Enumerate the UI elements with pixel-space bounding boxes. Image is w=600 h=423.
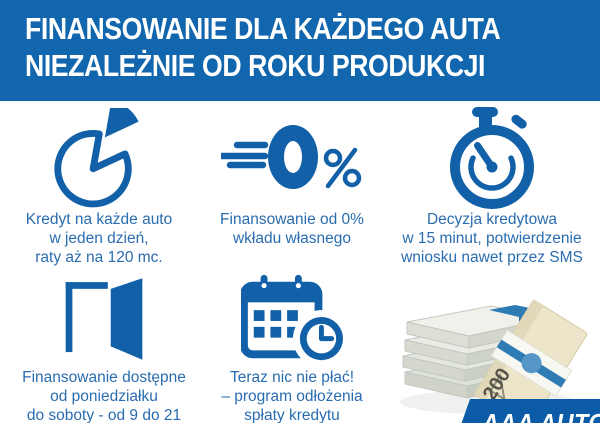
feature-credit-decision: Decyzja kredytowa w 15 minut, potwierdze… bbox=[392, 104, 592, 267]
feature-credit-every-car: Kredyt na każde auto w jeden dzień, raty… bbox=[2, 106, 196, 267]
money-banknotes-photo: 200 bbox=[400, 299, 588, 423]
open-door-icon bbox=[65, 277, 143, 360]
aaa-auto-logo: AAA AUTO bbox=[456, 399, 600, 423]
calendar-clock-icon bbox=[241, 274, 343, 365]
aaa-auto-logo-text: AAA AUTO bbox=[482, 408, 600, 423]
poster-header: FINANSOWANIE DLA KAŻDEGO AUTA NIEZALEŻNI… bbox=[0, 0, 600, 101]
feature-caption: Teraz nic nie płać! – program odłożenia … bbox=[221, 369, 363, 423]
feature-caption: Decyzja kredytowa w 15 minut, potwierdze… bbox=[401, 211, 583, 266]
header-line-1: FINANSOWANIE DLA KAŻDEGO AUTA bbox=[25, 11, 501, 46]
feature-deferred-payment: Teraz nic nie płać! – program odłożenia … bbox=[198, 270, 386, 423]
pie-chart-icon bbox=[54, 108, 139, 208]
feature-caption: Finansowanie od 0% wkładu własnego bbox=[220, 211, 364, 247]
feature-zero-percent: Finansowanie od 0% wkładu własnego bbox=[198, 106, 386, 248]
header-line-2: NIEZALEŻNIE OD ROKU PRODUKCJI bbox=[25, 48, 486, 83]
stopwatch-icon bbox=[450, 107, 534, 209]
feature-caption: Kredyt na każde auto w jeden dzień, raty… bbox=[25, 211, 173, 266]
feature-caption: Finansowanie dostępne od poniedziałku do… bbox=[22, 369, 186, 423]
zero-percent-icon bbox=[221, 125, 362, 189]
feature-availability: Finansowanie dostępne od poniedziałku do… bbox=[6, 270, 202, 423]
